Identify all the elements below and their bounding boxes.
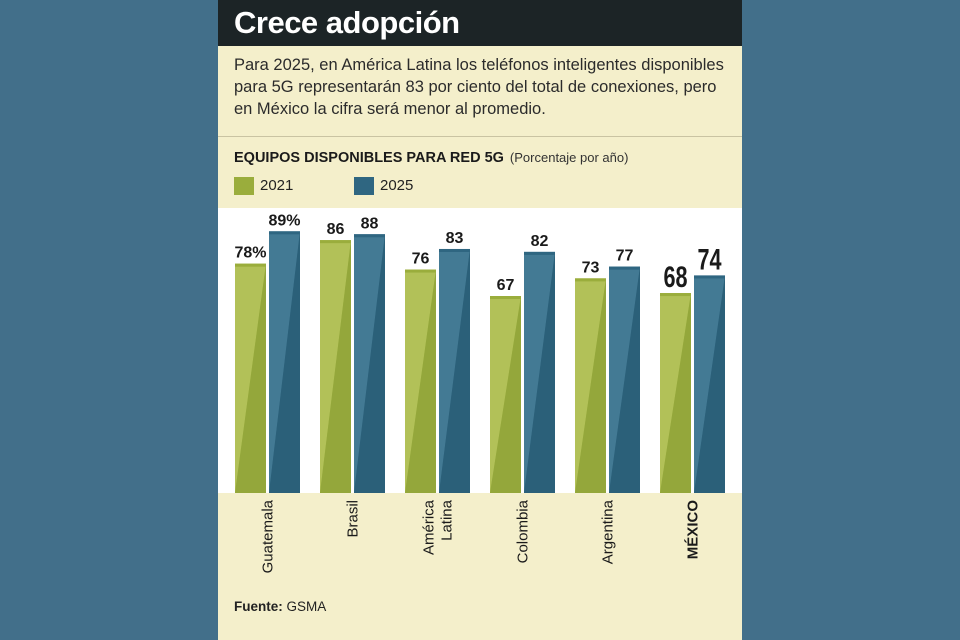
bar-2025-4	[609, 266, 640, 493]
bar-2025-3	[524, 251, 555, 493]
legend-swatch-2025	[354, 177, 374, 195]
value-label-2025-4: 77	[616, 248, 634, 265]
value-label-2021-3: 67	[497, 277, 515, 294]
plot-area	[218, 208, 742, 493]
bar-2021-0	[235, 263, 266, 493]
legend-label-2025: 2025	[380, 177, 414, 194]
value-label-2025-5: 74	[697, 242, 721, 276]
legend-swatch-2021	[234, 177, 254, 195]
source-note: Fuente: GSMA	[234, 599, 326, 614]
bar-2025-0	[269, 231, 300, 493]
legend-label-2021: 2021	[260, 177, 294, 194]
page-title: Crece adopción	[234, 5, 460, 40]
bar-2021-2	[405, 269, 436, 493]
category-label-4: Argentina	[600, 499, 617, 564]
chart-subtitle: (Porcentaje por año)	[509, 150, 629, 165]
chart-heading: EQUIPOS DISPONIBLES PARA RED 5G (Porcenta…	[234, 150, 628, 166]
value-label-2021-5: 68	[663, 260, 687, 294]
value-label-2025-1: 88	[361, 215, 379, 232]
bar-2021-3	[490, 296, 521, 493]
chart-title: EQUIPOS DISPONIBLES PARA RED 5G	[234, 150, 504, 166]
source-value: GSMA	[286, 599, 327, 614]
infographic-card: Crece adopción Para 2025, en América Lat…	[218, 0, 742, 640]
bar-2025-5	[694, 275, 725, 493]
value-label-2025-0: 89%	[268, 212, 300, 229]
bar-2025-1	[354, 234, 385, 493]
source-label: Fuente:	[234, 599, 283, 614]
value-label-2021-2: 76	[412, 251, 430, 268]
value-label-2021-4: 73	[582, 259, 600, 276]
value-label-2021-1: 86	[327, 221, 345, 238]
bar-2021-4	[575, 278, 606, 493]
title-bar: Crece adopción	[218, 0, 742, 46]
category-label-3: Colombia	[515, 499, 532, 563]
category-label-2: AméricaLatina	[421, 499, 456, 555]
divider	[218, 136, 742, 137]
category-label-5: MÉXICO	[685, 500, 702, 560]
bar-2021-1	[320, 240, 351, 493]
value-label-2021-0: 78%	[234, 245, 266, 262]
category-label-0: Guatemala	[260, 499, 277, 573]
value-label-2025-2: 83	[446, 230, 464, 247]
intro-text: Para 2025, en América Latina los teléfon…	[234, 56, 724, 118]
bar-2021-5	[660, 293, 691, 493]
bar-chart: 78%89% 86 88 76 83 67 82 73 77 68 74 Guatemala Bras…	[218, 208, 742, 573]
category-label-1: Brasil	[345, 500, 362, 538]
value-label-2025-3: 82	[531, 233, 549, 250]
bar-2025-2	[439, 248, 470, 493]
